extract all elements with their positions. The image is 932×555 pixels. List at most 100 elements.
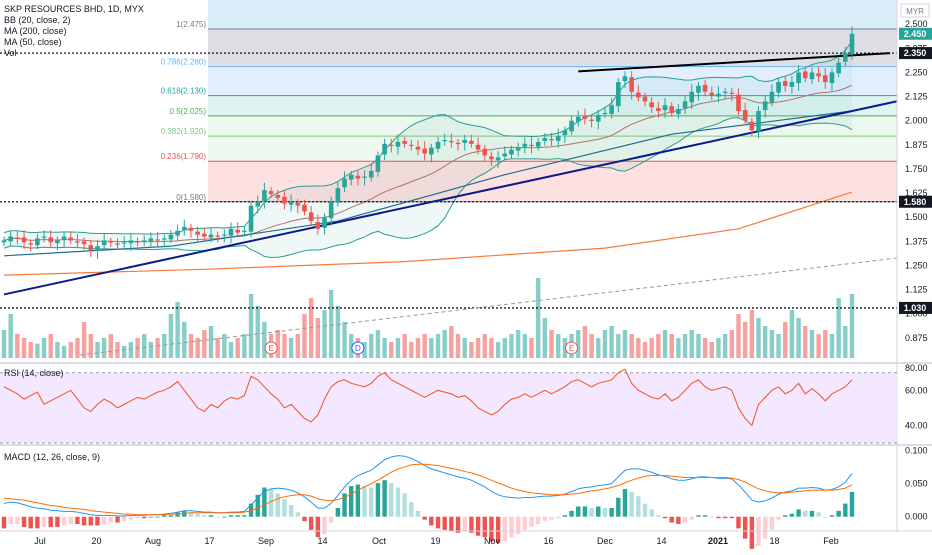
candle-body — [762, 101, 768, 111]
candle-body — [829, 72, 835, 84]
candle-body — [88, 245, 94, 251]
volume-bar — [609, 326, 614, 358]
candle-body — [442, 139, 447, 142]
candle-body — [1, 240, 7, 243]
candle-body — [816, 73, 821, 77]
macd-histogram-bar — [469, 516, 474, 533]
symbol-title: SKP RESOURCES BHD, 1D, MYX — [4, 4, 144, 14]
time-tick-label: Oct — [372, 536, 387, 546]
volume-bar — [556, 334, 561, 358]
volume-bar — [716, 338, 721, 358]
candle-body — [248, 205, 254, 232]
candle-body — [622, 76, 628, 82]
indicator-ma50[interactable]: MA (50, close) — [4, 37, 62, 47]
candle-body — [235, 229, 241, 233]
price-label-bg — [899, 195, 932, 208]
time-tick-label: Nov — [484, 536, 501, 546]
macd-histogram-bar — [843, 503, 848, 517]
macd-histogram-bar — [375, 483, 381, 517]
volume-bar — [849, 294, 855, 358]
candle-body — [35, 238, 40, 246]
indicator-bb[interactable]: BB (20, close, 2) — [4, 15, 71, 25]
candle-body — [429, 147, 434, 155]
volume-bar — [195, 338, 200, 358]
volume-bar — [81, 322, 87, 358]
macd-histogram-bar — [295, 512, 300, 517]
volume-bar — [816, 334, 821, 358]
indicator-ma200[interactable]: MA (200, close) — [4, 26, 67, 36]
macd-histogram-bar — [749, 516, 755, 549]
candle-body — [849, 33, 855, 55]
macd-histogram-bar — [529, 516, 534, 527]
macd-histogram-bar — [262, 487, 267, 517]
candle-body — [549, 139, 554, 141]
volume-bar — [803, 326, 808, 358]
indicator-volume[interactable]: Vol — [4, 48, 17, 58]
macd-histogram-bar — [1, 516, 7, 529]
macd-histogram-bar — [556, 516, 561, 519]
candle-body — [315, 222, 321, 229]
volume-bar — [729, 330, 735, 358]
price-label: 1.580 — [904, 197, 927, 207]
candle-body — [175, 230, 180, 236]
volume-bar — [108, 334, 114, 358]
candle-body — [215, 235, 220, 237]
price-label-bg — [899, 301, 932, 314]
fib-zone-1 — [208, 28, 897, 67]
candle-body — [115, 243, 120, 245]
macd-histogram-bar — [288, 505, 294, 517]
time-tick-label: 2021 — [708, 536, 728, 546]
volume-bar — [449, 326, 454, 358]
macd-histogram-bar — [762, 516, 768, 539]
candle-body — [822, 75, 828, 83]
candle-body — [295, 202, 301, 206]
candle-body — [515, 147, 521, 151]
volume-bar — [101, 338, 107, 358]
macd-histogram-bar — [48, 516, 53, 527]
candle-body — [275, 194, 281, 198]
volume-bar — [502, 338, 507, 358]
candle-body — [15, 237, 20, 239]
volume-bar — [829, 334, 835, 358]
volume-bar — [475, 338, 481, 358]
volume-bar — [689, 330, 694, 358]
volume-bar — [582, 326, 588, 358]
volume-bar — [115, 342, 120, 358]
macd-title[interactable]: MACD (12, 26, close, 9) — [4, 452, 101, 462]
macd-histogram-bar — [509, 516, 514, 538]
candle-body — [148, 238, 154, 242]
volume-bar — [168, 314, 174, 358]
candle-body — [302, 204, 307, 212]
macd-histogram-bar — [88, 516, 94, 526]
macd-histogram-bar — [722, 516, 728, 519]
volume-bar — [349, 334, 354, 358]
volume-bar — [208, 326, 214, 358]
candle-body — [95, 246, 100, 251]
volume-bar — [395, 338, 401, 358]
chart-legend: SKP RESOURCES BHD, 1D, MYX BB (20, close… — [4, 4, 144, 59]
candle-body — [489, 156, 494, 160]
macd-histogram-bar — [255, 494, 260, 517]
macd-histogram-bar — [542, 516, 548, 522]
time-tick-label: Dec — [597, 536, 614, 546]
macd-histogram-bar — [562, 515, 568, 517]
volume-bar — [402, 334, 407, 358]
volume-bar — [522, 334, 528, 358]
volume-bar — [128, 342, 134, 358]
rsi-tick-label: 60.00 — [905, 385, 928, 395]
volume-bar — [121, 346, 127, 358]
candle-body — [388, 144, 394, 146]
candle-body — [522, 143, 528, 147]
candle-body — [335, 188, 341, 203]
volume-bar — [155, 338, 160, 358]
volume-bar — [202, 330, 207, 358]
macd-histogram-bar — [449, 516, 454, 532]
macd-histogram-bar — [135, 516, 140, 519]
macd-histogram-bar — [162, 515, 167, 517]
volume-bar — [529, 338, 534, 358]
candle-body — [535, 141, 541, 147]
rsi-title[interactable]: RSI (14, close) — [4, 368, 64, 378]
candle-body — [702, 84, 708, 92]
macd-histogram-bar — [609, 507, 614, 517]
